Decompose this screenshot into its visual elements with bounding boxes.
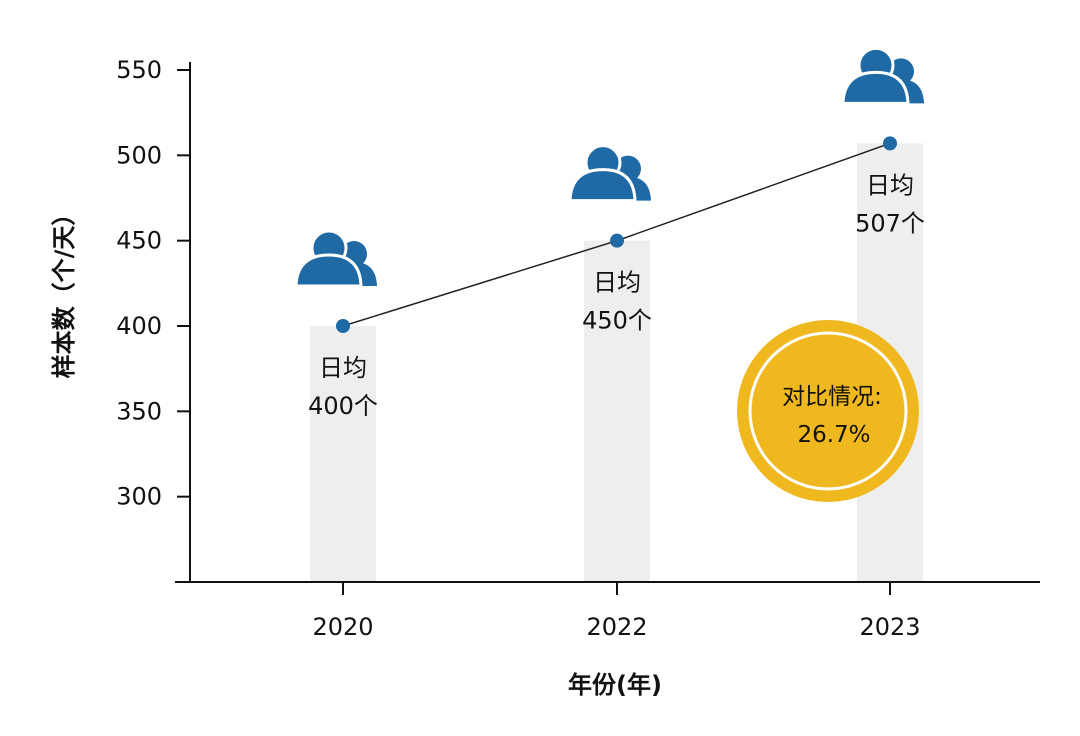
- y-tick-label: 350: [116, 397, 162, 425]
- badge-ring: [748, 331, 908, 491]
- people-icon: [568, 144, 653, 203]
- y-tick-label: 300: [116, 483, 162, 511]
- bars-layer: [310, 143, 923, 583]
- points-layer: [336, 136, 897, 333]
- comparison-badge: 对比情况: 26.7%: [737, 320, 919, 502]
- data-label-line2: 450个: [582, 307, 652, 335]
- y-tick-label: 400: [116, 312, 162, 340]
- data-label-line1: 日均: [593, 269, 641, 297]
- x-tick-label: 2020: [312, 613, 373, 641]
- y-ticks: 300 350 400 450 500 550: [116, 56, 190, 511]
- badge-circle: [737, 320, 919, 502]
- data-label-line1: 日均: [866, 171, 914, 199]
- people-icon: [841, 46, 926, 105]
- y-tick-label: 500: [116, 141, 162, 169]
- data-label-line1: 日均: [319, 354, 367, 382]
- data-point: [336, 319, 350, 333]
- x-tick-label: 2023: [859, 613, 920, 641]
- data-label-line2: 507个: [855, 209, 925, 237]
- bar: [310, 326, 376, 582]
- data-point: [883, 136, 897, 151]
- axes: [175, 62, 1040, 583]
- x-axis-title: 年份(年): [568, 671, 662, 699]
- y-tick-label: 550: [116, 56, 162, 84]
- data-label-line2: 400个: [308, 392, 378, 420]
- y-tick-label: 450: [116, 227, 162, 255]
- x-tick-label: 2022: [586, 613, 647, 641]
- y-axis-title: 样本数（个/天）: [50, 202, 78, 379]
- x-ticks: 2020 2022 2023: [312, 582, 921, 641]
- bar: [584, 240, 650, 582]
- badge-label: 对比情况:: [782, 384, 882, 410]
- data-point: [610, 233, 624, 248]
- badge-value: 26.7%: [797, 422, 870, 448]
- people-icon: [294, 229, 379, 288]
